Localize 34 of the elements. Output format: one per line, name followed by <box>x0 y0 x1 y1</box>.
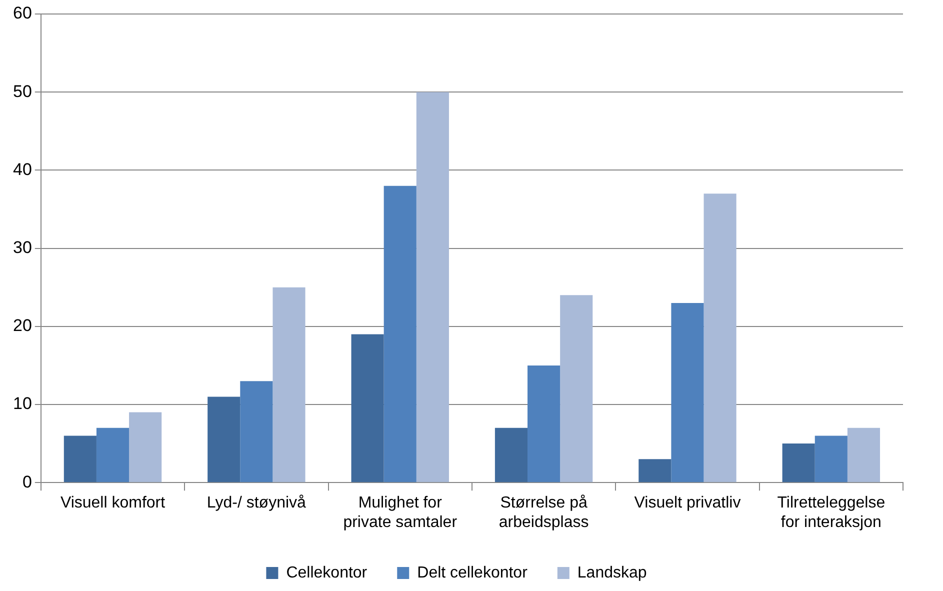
bar <box>847 428 880 482</box>
x-tick-label: Visuell komfort <box>60 494 166 512</box>
x-tick-label: Størrelse på arbeidsplass <box>498 494 589 531</box>
bar <box>528 365 560 482</box>
y-tick-label: 40 <box>12 160 32 179</box>
bar <box>638 459 672 482</box>
x-tick-label: Mulighet for private samtaler <box>343 494 458 531</box>
bar <box>272 287 306 482</box>
y-tick-label: 30 <box>12 238 32 257</box>
x-tick-label: Tilretteleggelse for interaksjon <box>777 494 886 531</box>
x-tick-label: Lyd-/ støynivå <box>206 494 306 512</box>
legend-label: Cellekontor <box>286 564 368 582</box>
bar <box>351 334 384 482</box>
bar <box>129 412 162 482</box>
y-tick-label: 10 <box>12 394 32 414</box>
bar <box>240 381 273 482</box>
legend-label: Delt cellekontor <box>417 564 528 582</box>
y-tick-label: 50 <box>12 82 32 101</box>
bar <box>494 428 528 482</box>
bar <box>671 302 704 482</box>
legend-label: Landskap <box>577 564 647 582</box>
bar <box>560 295 593 482</box>
bar <box>416 92 449 482</box>
bar <box>208 396 240 482</box>
y-tick-label: 20 <box>12 316 32 336</box>
bar <box>96 428 130 482</box>
bar <box>384 186 416 482</box>
x-tick-label: Visuelt privatliv <box>634 494 741 512</box>
y-tick-label: 0 <box>22 472 32 492</box>
bar <box>814 436 848 482</box>
bar <box>64 436 96 482</box>
bar <box>782 444 815 482</box>
bar <box>704 194 736 482</box>
y-tick-label: 60 <box>12 4 32 23</box>
